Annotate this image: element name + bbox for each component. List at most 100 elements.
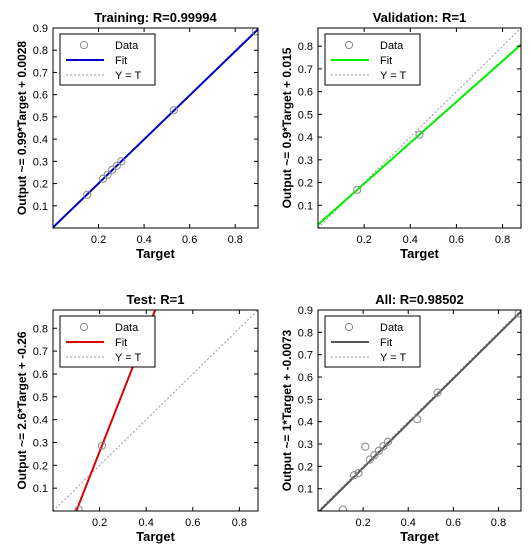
data-point: [74, 505, 83, 511]
y-tick-label: 0.1: [298, 484, 313, 496]
y-axis-label: Output ~= 2.6*Target + -0.26: [15, 331, 29, 489]
chart-title: Test: R=1: [127, 292, 185, 307]
fit-line: [75, 310, 157, 511]
y-tick-label: 0.5: [33, 392, 48, 404]
x-tick-label: 0.6: [449, 234, 464, 246]
y-tick-label: 0.7: [298, 350, 313, 362]
data-point: [383, 437, 393, 446]
y-tick-label: 0.2: [298, 461, 313, 473]
data-point: [83, 190, 92, 199]
fit-line: [318, 43, 521, 226]
legend-data-label: Data: [115, 40, 139, 52]
legend-data-label: Data: [115, 322, 139, 334]
y-tick-label: 0.1: [298, 200, 313, 212]
y-axis-label: Output ~= 0.9*Target + 0.015: [280, 47, 294, 208]
legend-fit-label: Fit: [380, 55, 392, 67]
legend-identity-label: Y = T: [380, 352, 406, 364]
y-tick-label: 0.6: [33, 369, 48, 381]
chart-title: Validation: R=1: [373, 10, 467, 25]
x-tick-label: 0.2: [91, 234, 106, 246]
axes-frame: [317, 27, 522, 229]
legend-data-label: Data: [380, 40, 404, 52]
legend-identity-label: Y = T: [115, 70, 141, 82]
data-point: [415, 130, 424, 139]
legend: Data Fit Y = T: [59, 315, 156, 368]
legend-fit-label: Fit: [115, 55, 127, 67]
legend-data-marker: [79, 40, 89, 50]
plot-content: [53, 310, 258, 511]
chart-title: Training: R=0.99994: [94, 10, 217, 25]
axes-frame: [52, 27, 259, 229]
y-tick-label: 0.3: [298, 439, 313, 451]
y-tick-label: 0.4: [33, 415, 48, 427]
x-tick-label: 0.4: [401, 517, 416, 529]
plot-content: [53, 28, 258, 228]
legend: Data Fit Y = T: [324, 315, 421, 368]
y-tick-label: 0.5: [298, 109, 313, 121]
legend-identity-label: Y = T: [380, 70, 406, 82]
data-point: [379, 442, 388, 451]
y-tick-label: 0.8: [33, 45, 48, 57]
data-point: [374, 446, 383, 455]
x-tick-label: 0.6: [446, 517, 461, 529]
y-tick-label: 0.8: [33, 323, 48, 335]
x-tick-label: 0.8: [495, 234, 510, 246]
x-tick-label: 0.4: [403, 234, 418, 246]
plot-content: [318, 310, 521, 511]
legend: Data Fit Y = T: [324, 33, 421, 86]
y-tick-label: 0.8: [298, 327, 313, 339]
data-point: [433, 388, 442, 397]
plot-content: [318, 28, 521, 228]
x-tick-label: 0.2: [92, 517, 107, 529]
y-tick-label: 0.2: [298, 178, 313, 190]
training-panel: 0.2 0.4 0.6 0.8 0.1 0.2 0.3 0.4 0.5 0.6 0.7 0.8 0.9 T…: [15, 10, 259, 261]
y-axis-label: Output ~= 1*Target + -0.0073: [280, 329, 294, 491]
y-axis-label: Output ~= 0.99*Target + 0.0028: [15, 41, 29, 216]
y-tick-label: 0.6: [33, 90, 48, 102]
legend-data-label: Data: [380, 322, 404, 334]
data-point: [99, 174, 108, 183]
fit-line: [318, 310, 521, 511]
y-tick-label: 0.3: [33, 437, 48, 449]
x-tick-label: 0.6: [185, 517, 200, 529]
y-tick-label: 0.4: [298, 132, 313, 144]
data-point: [112, 161, 121, 170]
axes-frame: [317, 309, 522, 512]
data-point: [117, 157, 126, 166]
x-tick-label: 0.2: [356, 234, 371, 246]
legend-data-marker: [344, 40, 354, 50]
test-panel: 0.2 0.4 0.6 0.8 0.1 0.2 0.3 0.4 0.5 0.6 0.7 0.8 Test…: [15, 292, 259, 544]
legend-fit-label: Fit: [380, 337, 392, 349]
chart-title: All: R=0.98502: [375, 292, 464, 307]
y-tick-label: 0.9: [33, 23, 48, 35]
y-tick-label: 0.2: [33, 460, 48, 472]
y-tick-label: 0.7: [33, 67, 48, 79]
data-point: [361, 442, 370, 451]
y-tick-label: 0.9: [298, 305, 313, 317]
legend-identity-label: Y = T: [115, 352, 141, 364]
y-tick-label: 0.4: [33, 134, 48, 146]
data-point: [97, 441, 107, 450]
y-tick-label: 0.1: [33, 201, 48, 213]
x-tick-label: 0.8: [228, 234, 243, 246]
x-tick-label: 0.6: [182, 234, 197, 246]
y-tick-label: 0.7: [298, 64, 313, 76]
y-tick-label: 0.6: [298, 372, 313, 384]
data-point: [370, 451, 379, 460]
identity-line: [318, 28, 521, 228]
data-point: [514, 310, 521, 318]
data-point: [354, 468, 363, 478]
x-tick-label: 0.4: [136, 234, 151, 246]
y-tick-label: 0.2: [33, 179, 48, 191]
y-tick-label: 0.6: [298, 87, 313, 99]
y-tick-label: 0.3: [33, 156, 48, 168]
y-tick-label: 0.5: [33, 112, 48, 124]
x-axis-label: Target: [136, 529, 175, 544]
x-axis-label: Target: [400, 529, 439, 544]
legend-data-marker: [79, 322, 89, 332]
legend-fit-label: Fit: [115, 337, 127, 349]
data-point: [108, 165, 117, 174]
y-tick-label: 0.3: [298, 155, 313, 167]
legend: Data Fit Y = T: [59, 33, 156, 86]
